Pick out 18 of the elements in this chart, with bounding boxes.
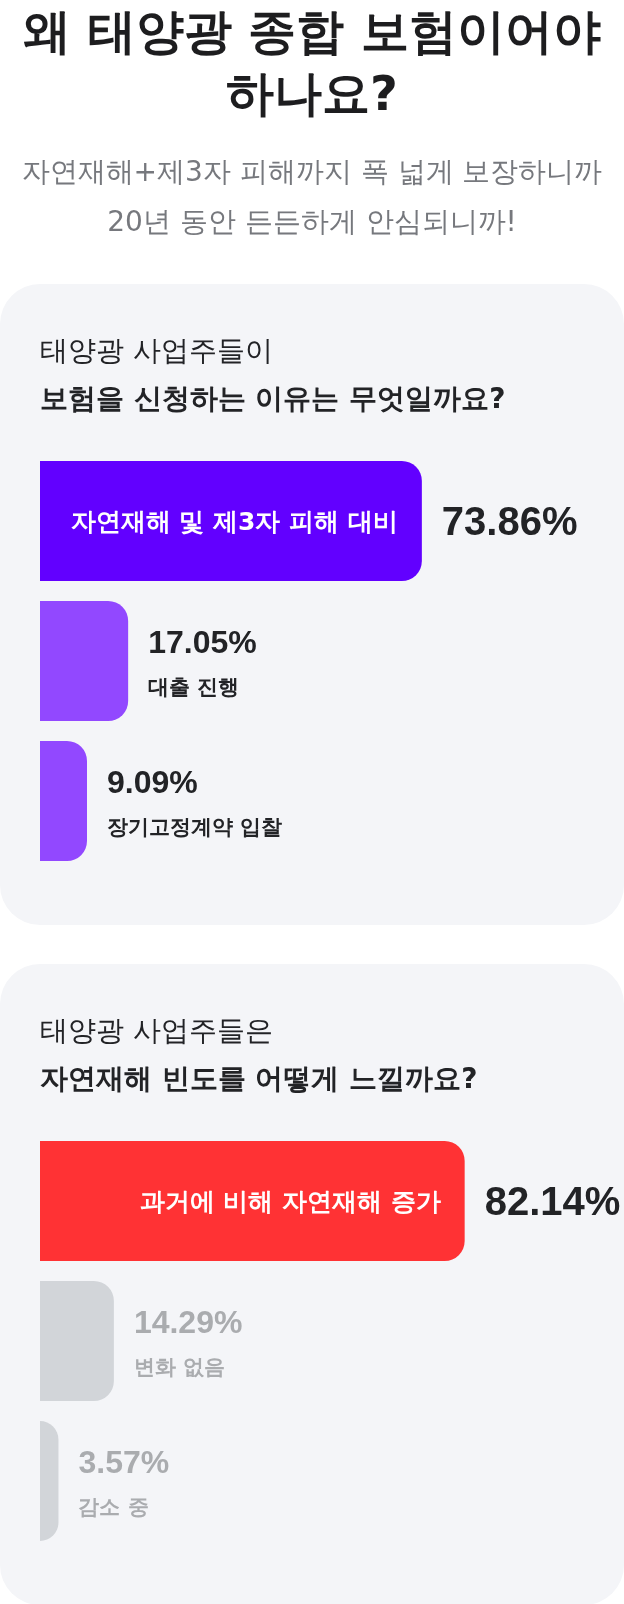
data-label: 14.29%	[133, 1304, 243, 1340]
y-tick-label: 감소 중	[78, 1495, 149, 1519]
data-label: 82.14%	[484, 1179, 621, 1223]
text: 자연재해+제3자 피해까지 폭 넓게 보장하니까 20년 동안 든든하게 안심되니까!	[20, 154, 604, 240]
chart-subtitle: 태양광 사업주들이	[40, 334, 273, 367]
y-tick-label: 대출 진행	[148, 675, 240, 699]
chart-subtitle: 태양광 사업주들은	[40, 1014, 273, 1047]
data-label: 17.05%	[148, 624, 257, 660]
y-tick-label: 과거에 비해 자연재해 증가	[139, 1186, 441, 1216]
chart-title: 보험을 신청하는 이유는 무엇일까요?	[40, 382, 506, 415]
chart-title: 자연재해 빈도를 어떻게 느낄까요?	[40, 1062, 478, 1095]
y-tick-label: 장기고정계약 입찰	[107, 815, 283, 839]
data-label: 73.86%	[441, 499, 578, 543]
data-label: 9.09%	[107, 764, 198, 800]
text: 왜 태양광 종합 보험이어야 하나요?	[21, 2, 603, 123]
y-tick-label: 변화 없음	[133, 1355, 226, 1379]
data-label: 3.57%	[78, 1444, 170, 1480]
y-tick-label: 자연재해 및 제3자 피해 대비	[70, 506, 398, 536]
